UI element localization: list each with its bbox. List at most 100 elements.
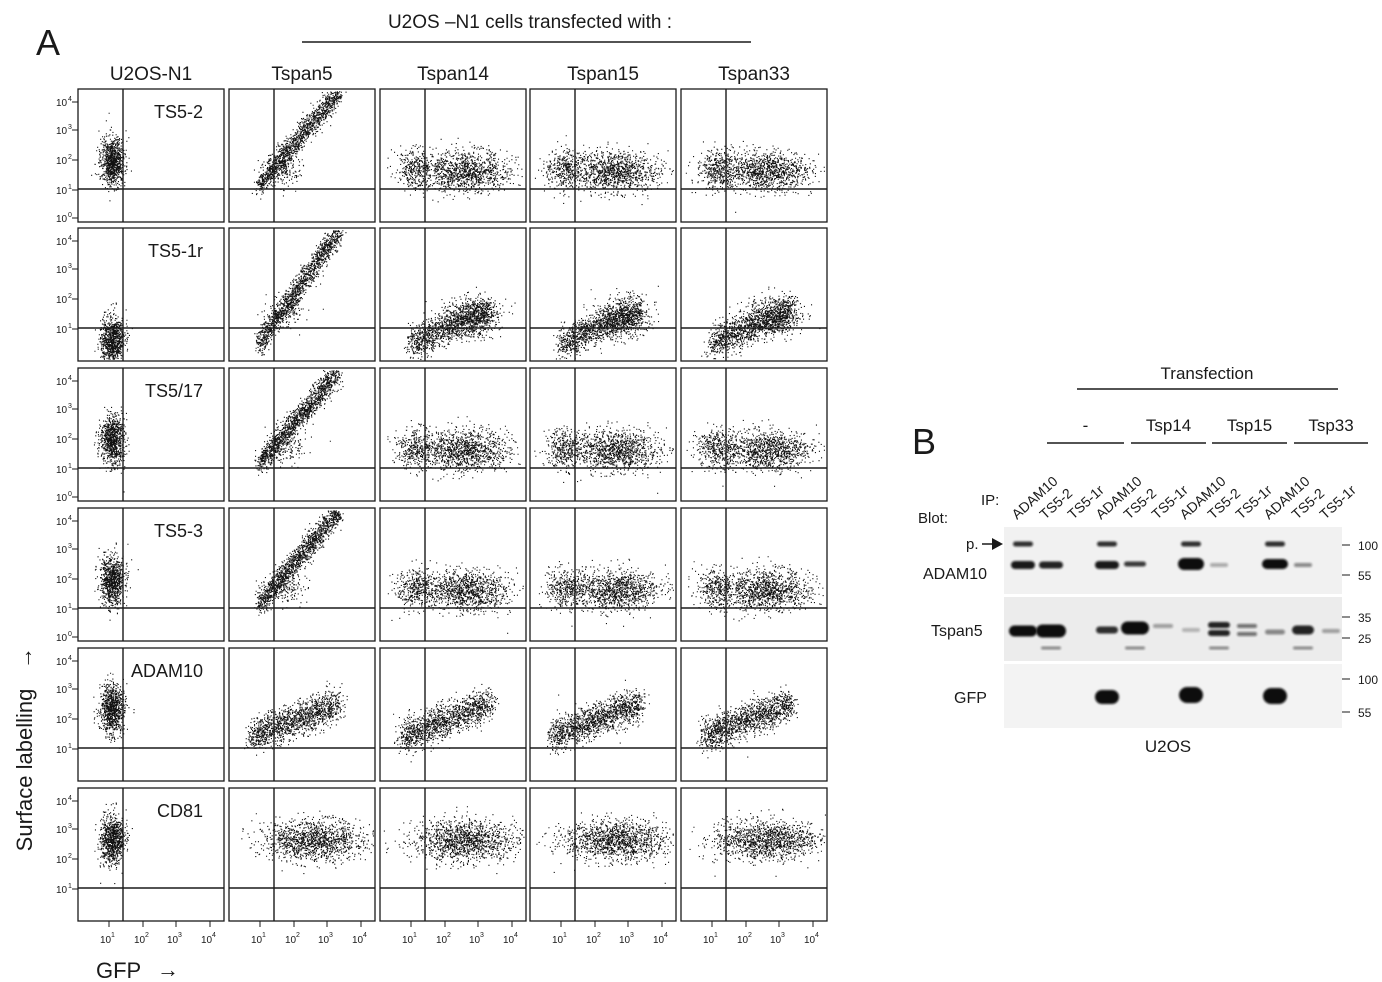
blot-label-tspan5: Tspan5 [931,623,983,640]
band-tspan5-11 [1322,629,1340,633]
x-tick-c1-3: 10 [352,935,364,946]
flow-panel-r3-c4 [680,507,828,642]
y-tick-r3-2: 10 [56,575,68,586]
x-tick-exp-c3-2: 3 [630,932,634,939]
band-tspan5-10 [1292,625,1314,635]
y-tick-exp-r1-3: 3 [68,263,72,270]
y-tick-exp-r3-4: 4 [68,515,72,522]
band-adam10-p-3 [1097,541,1117,547]
y-tick-r2-4: 10 [56,377,68,388]
x-tick-exp-c4-3: 4 [815,932,819,939]
flow-panel-r3-c2 [379,507,527,642]
x-tick-c4-2: 10 [770,935,782,946]
lane-labels: ADAM10TS5-2TS5-1rADAM10TS5-2TS5-1rADAM10… [1008,473,1359,523]
flow-panel-r4-c4 [680,647,828,782]
x-tick-c3-3: 10 [653,935,665,946]
flow-panel-r5-c2 [379,787,527,922]
y-tick-r0-0: 10 [56,214,68,225]
x-tick-exp-c0-2: 3 [178,932,182,939]
x-tick-exp-c3-1: 2 [597,932,601,939]
y-tick-r1-3: 10 [56,265,68,276]
y-tick-exp-r3-3: 3 [68,543,72,550]
flow-panel-r0-c2 [379,88,527,223]
column-header-3: Tspan15 [567,64,639,85]
group-label-2: Tsp15 [1227,416,1272,435]
y-tick-r2-0: 10 [56,493,68,504]
column-header-0: U2OS-N1 [110,64,192,85]
x-tick-exp-c2-1: 2 [447,932,451,939]
x-tick-c4-0: 10 [703,935,715,946]
transfection-label: Transfection [1161,364,1254,383]
band-adam10-p-9 [1265,541,1285,547]
y-tick-r4-1: 10 [56,745,68,756]
x-tick-c0-2: 10 [167,935,179,946]
band-tspan5-7b [1208,630,1230,636]
x-tick-c0-0: 10 [100,935,112,946]
column-header-4: Tspan33 [718,64,790,85]
transfection-groups: - Tsp14 Tsp15 Tsp33 [1047,416,1368,444]
y-tick-exp-r5-2: 2 [68,853,72,860]
y-axis-arrow: → [12,647,37,669]
flow-panel-r0-c3 [529,88,677,223]
x-tick-exp-c2-2: 3 [480,932,484,939]
cell-line-label: U2OS [1145,737,1191,756]
row-label-2: TS5/17 [145,381,203,401]
y-tick-exp-r1-4: 4 [68,235,72,242]
y-tick-exp-r0-2: 2 [68,154,72,161]
x-tick-exp-c0-3: 4 [212,932,216,939]
x-tick-exp-c1-3: 4 [363,932,367,939]
y-tick-exp-r1-1: 1 [68,323,72,330]
band-gfp-6 [1179,687,1203,703]
y-tick-exp-r5-3: 3 [68,823,72,830]
lane-label-11: TS5-1r [1316,481,1359,522]
x-tick-c2-1: 10 [436,935,448,946]
x-tick-exp-c3-0: 1 [563,932,567,939]
flow-panel-r5-c4 [680,787,828,922]
p-arrow-head [992,538,1003,550]
column-headers: U2OS-N1 Tspan5 Tspan14 Tspan15 Tspan33 [110,64,790,85]
y-tick-r0-3: 10 [56,126,68,137]
band-tspan5-3 [1096,626,1118,634]
gfp-blot [1004,664,1342,728]
x-tick-c0-1: 10 [134,935,146,946]
flow-panel-r4-c1 [228,647,376,782]
y-tick-exp-r2-2: 2 [68,433,72,440]
band-tspan5-7a [1208,622,1230,628]
band-gfp-9 [1263,688,1287,704]
y-tick-exp-r2-3: 3 [68,403,72,410]
band-adam10-p-0 [1013,541,1033,547]
band-tspan5-low-10 [1293,646,1313,650]
x-tick-exp-c4-0: 1 [714,932,718,939]
mw-markers: 100 55 35 25 100 55 [1342,539,1378,720]
x-tick-exp-c4-1: 2 [748,932,752,939]
band-tspan5-8a [1237,624,1257,628]
mw-55-gfp: 55 [1358,706,1372,720]
y-tick-exp-r4-4: 4 [68,655,72,662]
column-header-1: Tspan5 [271,64,332,85]
x-tick-c2-3: 10 [503,935,515,946]
y-tick-exp-r4-2: 2 [68,713,72,720]
y-tick-r3-3: 10 [56,545,68,556]
group-label-3: Tsp33 [1308,416,1353,435]
y-tick-r2-1: 10 [56,465,68,476]
flow-panel-r2-c3 [529,367,677,502]
y-tick-r5-2: 10 [56,855,68,866]
group-label-0: - [1083,416,1089,435]
band-adam10-m-4 [1124,561,1146,567]
y-axis-label: Surface labelling [12,689,37,852]
y-tick-r2-2: 10 [56,435,68,446]
p-label: p. [966,536,979,553]
x-tick-c1-1: 10 [285,935,297,946]
x-tick-exp-c4-2: 3 [781,932,785,939]
x-axis-label: GFP [96,958,141,982]
row-label-0: TS5-2 [154,102,203,122]
band-gfp-3 [1095,690,1119,704]
band-tspan5-0 [1009,625,1037,637]
band-adam10-m-1 [1039,561,1063,569]
x-tick-exp-c1-1: 2 [296,932,300,939]
x-tick-c3-2: 10 [619,935,631,946]
row-label-4: ADAM10 [131,661,203,681]
